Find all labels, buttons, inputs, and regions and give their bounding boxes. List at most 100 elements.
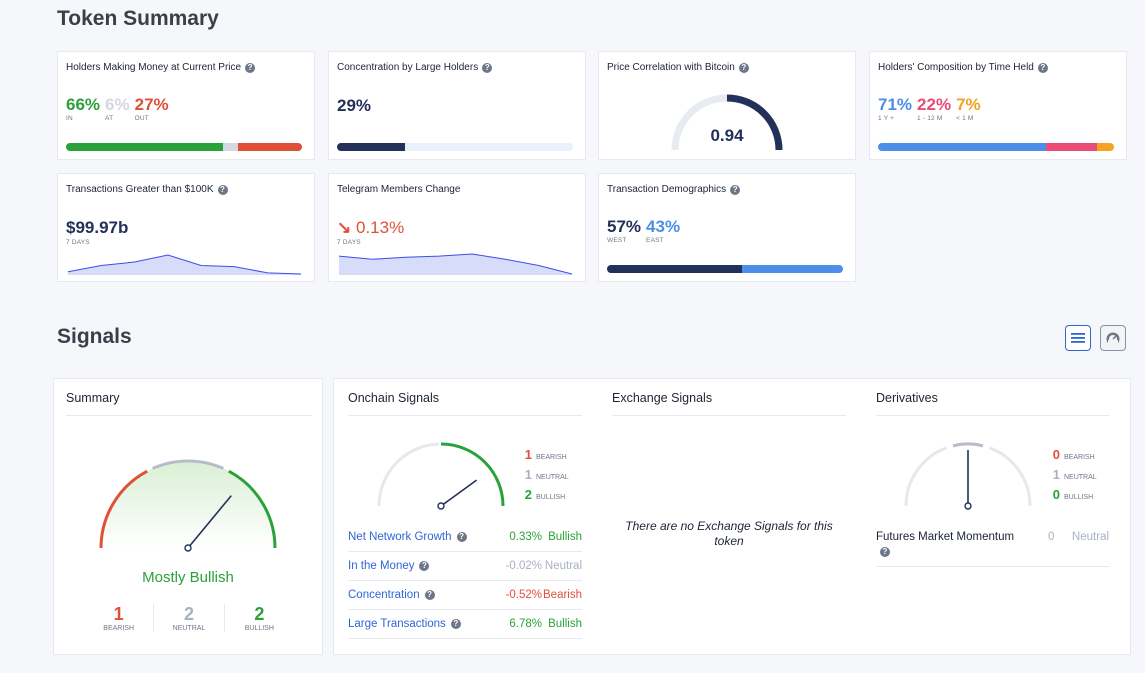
help-icon[interactable]: ? [450, 619, 461, 629]
help-icon[interactable]: ? [880, 547, 890, 557]
onchain-bearish-count: 1 [524, 447, 532, 462]
signal-status: Bearish [543, 589, 582, 601]
summary-bearish: 1 BEARISH [84, 604, 155, 632]
out-label: OUT [134, 115, 149, 122]
gauge-segment [377, 442, 439, 507]
onchain-legend: 1 BEARISH 1 NEUTRAL 2 BULLISH [524, 447, 569, 507]
gauge-pivot [964, 502, 972, 510]
summary-counts: 1 BEARISH 2 NEUTRAL 2 BULLISH [84, 604, 294, 632]
signal-name[interactable]: Concentration [348, 589, 420, 601]
composition-stats: 71% 1 Y + 22% 1 - 12 M 7% < 1 M [878, 95, 981, 123]
gauge-segment [988, 446, 1032, 507]
gauge-fill-area [101, 461, 275, 548]
summary-verdict: Mostly Bullish [142, 569, 234, 586]
short-term-value: 7% [956, 95, 981, 114]
help-icon[interactable]: ? [730, 184, 741, 195]
gauge-segment [228, 469, 277, 549]
telegram-card: Telegram Members Change ↘ 0.13% 7 DAYS [328, 173, 586, 282]
holders-money-stats: 66% IN 6% AT 27% OUT [66, 95, 169, 123]
help-icon[interactable]: ? [1037, 62, 1048, 73]
at-value: 6% [105, 95, 130, 114]
signals-heading: Signals [57, 325, 132, 348]
large-tx-card: Transactions Greater than $100K ? $99.97… [57, 173, 315, 282]
gauge-needle [187, 495, 232, 549]
onchain-neutral-count: 1 [524, 467, 532, 482]
mid-term-value: 22% [917, 95, 952, 114]
telegram-change: ↘ 0.13% [337, 218, 404, 238]
demographics-card: Transaction Demographics ? 57% WEST 43% EA… [598, 173, 856, 282]
arrow-down-right-icon: ↘ [337, 218, 352, 237]
gauge-segment [99, 469, 148, 549]
help-icon[interactable]: ? [217, 184, 228, 195]
concentration-card: Concentration by Large Holders ? 29% [328, 51, 586, 160]
derivatives-bullish-label: BULLISH [1064, 494, 1094, 501]
list-icon [1071, 333, 1085, 343]
concentration-title: Concentration by Large Holders ? [337, 62, 493, 73]
help-icon[interactable]: ? [245, 62, 256, 73]
gauge-needle [440, 479, 478, 507]
signals-panel: Onchain Signals 1 BEARISH 1 NEUTRAL 2 BULLI… [333, 378, 1131, 655]
derivatives-neutral-label: NEUTRAL [1064, 474, 1097, 481]
onchain-gauge [377, 442, 505, 510]
gauge-view-button[interactable] [1100, 325, 1126, 351]
derivatives-title: Derivatives [876, 391, 1109, 416]
signal-name[interactable]: Large Transactions [348, 618, 446, 630]
signal-status: Bullish [548, 618, 582, 630]
derivatives-row[interactable]: Futures Market Momentum ? 0 Neutral [876, 527, 1109, 567]
signal-row[interactable]: In the Money? -0.02% Neutral [348, 552, 582, 581]
telegram-period: 7 DAYS [337, 239, 361, 246]
large-tx-title: Transactions Greater than $100K ? [66, 184, 228, 195]
onchain-neutral-label: NEUTRAL [536, 474, 569, 481]
bar-short-segment [1097, 143, 1114, 151]
exchange-title: Exchange Signals [612, 391, 846, 416]
signal-name[interactable]: In the Money [348, 560, 415, 572]
correlation-value: 0.94 [710, 126, 744, 145]
gauge-segment [151, 459, 225, 470]
holders-money-title: Holders Making Money at Current Price ? [66, 62, 256, 73]
short-term-label: < 1 M [956, 115, 974, 122]
help-icon[interactable]: ? [424, 590, 435, 600]
mid-term-label: 1 - 12 M [917, 115, 943, 122]
sparkline-area [68, 255, 301, 275]
derivatives-legend: 0 BEARISH 1 NEUTRAL 0 BULLISH [1052, 447, 1097, 507]
holders-money-bar [66, 143, 302, 151]
concentration-value: 29% [337, 96, 372, 115]
signal-pct: 6.78% [509, 618, 542, 630]
bar-west-segment [607, 265, 742, 273]
bar-at-segment [223, 143, 238, 151]
derivatives-gauge [904, 442, 1032, 510]
signal-row[interactable]: Concentration? -0.52% Bearish [348, 581, 582, 610]
holders-money-card: Holders Making Money at Current Price ? … [57, 51, 315, 160]
correlation-gauge [671, 94, 783, 151]
summary-gauge [99, 459, 277, 552]
bar-east-segment [741, 265, 843, 273]
in-label: IN [66, 115, 73, 122]
list-view-button[interactable] [1065, 325, 1091, 351]
help-icon[interactable]: ? [738, 62, 749, 73]
derivatives-row-value: 0 [1048, 531, 1055, 543]
summary-title: Summary [66, 391, 312, 416]
help-icon[interactable]: ? [419, 561, 430, 571]
derivatives-bullish-count: 0 [1052, 487, 1060, 502]
at-label: AT [105, 115, 114, 122]
bar-out-segment [237, 143, 302, 151]
help-icon[interactable]: ? [456, 532, 467, 542]
sparkline-line [338, 253, 573, 275]
signal-row[interactable]: Net Network Growth? 0.33% Bullish [348, 523, 582, 552]
bearish-count: 1 [113, 604, 124, 624]
signal-row[interactable]: Large Transactions? 6.78% Bullish [348, 610, 582, 639]
gauge-segment [952, 442, 984, 448]
signal-name[interactable]: Net Network Growth [348, 531, 452, 543]
help-icon[interactable]: ? [482, 62, 493, 73]
sparkline-area [339, 254, 572, 275]
demographics-title: Transaction Demographics ? [607, 184, 741, 195]
correlation-gauge-fill [726, 94, 783, 151]
bullish-count: 2 [254, 604, 265, 624]
bar-in-segment [66, 143, 224, 151]
concentration-bar [337, 143, 573, 151]
long-term-label: 1 Y + [878, 115, 895, 122]
signal-pct: -0.02% [505, 560, 542, 572]
telegram-sparkline [338, 253, 573, 275]
derivatives-row-name: Futures Market Momentum [876, 531, 1015, 543]
derivatives-bearish-count: 0 [1052, 447, 1060, 462]
